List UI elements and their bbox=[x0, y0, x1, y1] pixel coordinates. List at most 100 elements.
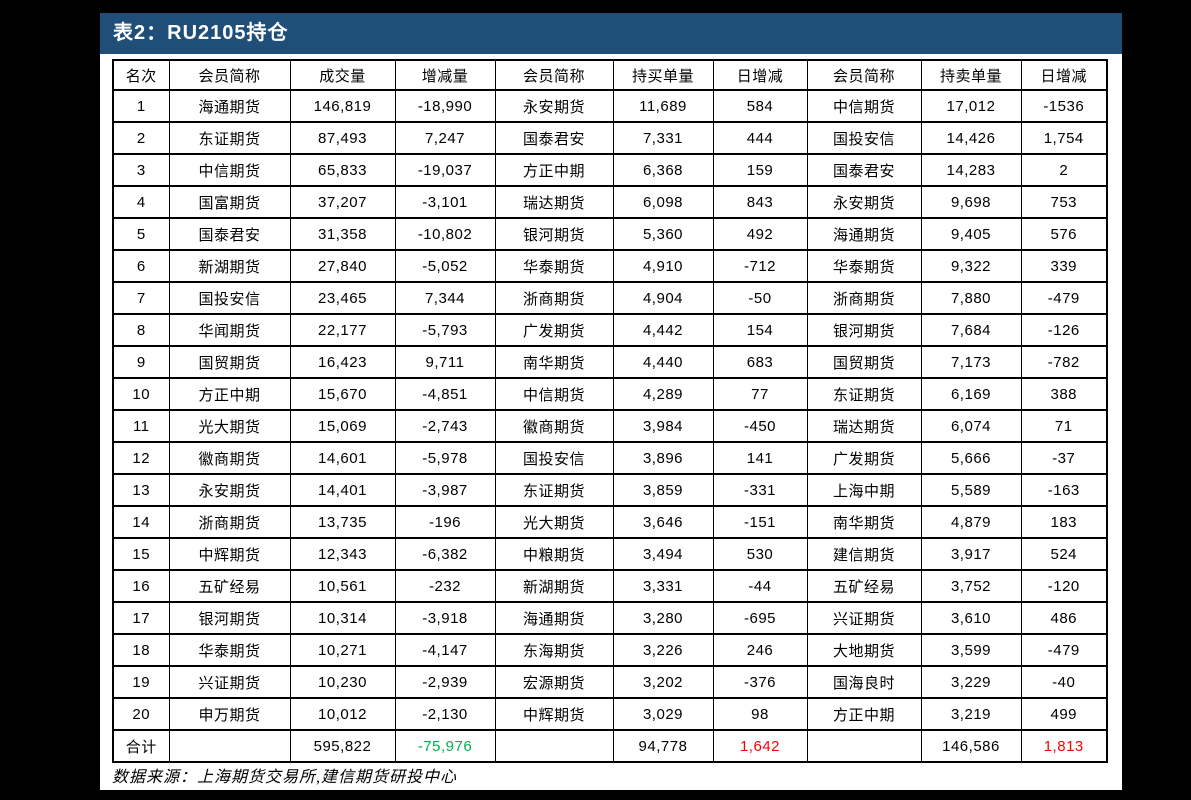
table-row: 6 新湖期货 27,840 -5,052 华泰期货 4,910 -712 华泰期货 9,322 3… bbox=[112, 249, 1108, 283]
table-cell: 499 bbox=[1020, 697, 1108, 731]
table-cell: -2,130 bbox=[394, 697, 496, 731]
table-row: 10 方正中期 15,670 -4,851 中信期货 4,289 77 东证期货 6,169 38… bbox=[112, 377, 1108, 411]
table-cell: 国贸期货 bbox=[168, 345, 291, 379]
table-cell: 广发期货 bbox=[806, 441, 922, 475]
table-cell: -40 bbox=[1020, 665, 1108, 699]
table-cell: 65,833 bbox=[289, 153, 396, 187]
table-row: 11 光大期货 15,069 -2,743 徽商期货 3,984 -450 瑞达期货 6,074… bbox=[112, 409, 1108, 443]
table-cell: 国泰君安 bbox=[806, 153, 922, 187]
table-cell: 9,405 bbox=[920, 217, 1022, 251]
table-cell: 国海良时 bbox=[806, 665, 922, 699]
table-cell: 3,029 bbox=[612, 697, 714, 731]
table-cell: -18,990 bbox=[394, 89, 496, 123]
table-cell: 国贸期货 bbox=[806, 345, 922, 379]
table-cell: 7,344 bbox=[394, 281, 496, 315]
column-header: 会员简称 bbox=[168, 59, 291, 91]
table-cell: 光大期货 bbox=[494, 505, 614, 539]
table-cell: 中信期货 bbox=[806, 89, 922, 123]
table-cell: -376 bbox=[712, 665, 808, 699]
table-cell: 新湖期货 bbox=[168, 249, 291, 283]
table-cell: 10 bbox=[112, 377, 170, 411]
total-cell bbox=[806, 729, 922, 763]
table-header-row: 名次 会员简称 成交量 增减量 会员简称 持买单量 日增减 会员简称 持卖单量 日增减 bbox=[112, 59, 1108, 91]
table-cell: 14,426 bbox=[920, 121, 1022, 155]
table-cell: 15 bbox=[112, 537, 170, 571]
table-cell: 3,896 bbox=[612, 441, 714, 475]
table-cell: 10,012 bbox=[289, 697, 396, 731]
table-cell: -10,802 bbox=[394, 217, 496, 251]
table-cell: -5,978 bbox=[394, 441, 496, 475]
table-cell: 683 bbox=[712, 345, 808, 379]
table-cell: 3,859 bbox=[612, 473, 714, 507]
table-row: 4 国富期货 37,207 -3,101 瑞达期货 6,098 843 永安期货 9,698 75… bbox=[112, 185, 1108, 219]
column-header: 会员简称 bbox=[806, 59, 922, 91]
table-cell: 10,561 bbox=[289, 569, 396, 603]
table-cell: 海通期货 bbox=[168, 89, 291, 123]
table-cell: 7 bbox=[112, 281, 170, 315]
table-cell: 492 bbox=[712, 217, 808, 251]
column-header: 名次 bbox=[112, 59, 170, 91]
table-cell: 上海中期 bbox=[806, 473, 922, 507]
table-row: 19 兴证期货 10,230 -2,939 宏源期货 3,202 -376 国海良时 3,229… bbox=[112, 665, 1108, 699]
table-cell: -4,147 bbox=[394, 633, 496, 667]
total-row: 合计 595,822 -75,976 94,778 1,642 146,586 1,813 bbox=[112, 729, 1108, 763]
total-cell: 94,778 bbox=[612, 729, 714, 763]
table-cell: -232 bbox=[394, 569, 496, 603]
table-cell: 永安期货 bbox=[494, 89, 614, 123]
table-cell: 4,904 bbox=[612, 281, 714, 315]
table-cell: 南华期货 bbox=[494, 345, 614, 379]
table-cell: 广发期货 bbox=[494, 313, 614, 347]
table-cell: 3,984 bbox=[612, 409, 714, 443]
table-row: 1 海通期货 146,819 -18,990 永安期货 11,689 584 中信期货 17,0… bbox=[112, 89, 1108, 123]
table-cell: 7,331 bbox=[612, 121, 714, 155]
table-cell: 22,177 bbox=[289, 313, 396, 347]
table-cell: -479 bbox=[1020, 281, 1108, 315]
table-cell: 4 bbox=[112, 185, 170, 219]
table-cell: 方正中期 bbox=[494, 153, 614, 187]
table-cell: 华泰期货 bbox=[806, 249, 922, 283]
table-cell: 5,666 bbox=[920, 441, 1022, 475]
table-row: 8 华闻期货 22,177 -5,793 广发期货 4,442 154 银河期货 7,684 -1… bbox=[112, 313, 1108, 347]
table-cell: 10,314 bbox=[289, 601, 396, 635]
table-cell: 浙商期货 bbox=[168, 505, 291, 539]
table-cell: 6,098 bbox=[612, 185, 714, 219]
table-row: 13 永安期货 14,401 -3,987 东证期货 3,859 -331 上海中期 5,589… bbox=[112, 473, 1108, 507]
table-cell: 9,322 bbox=[920, 249, 1022, 283]
table-row: 15 中辉期货 12,343 -6,382 中粮期货 3,494 530 建信期货 3,917 5… bbox=[112, 537, 1108, 571]
table-cell: 17 bbox=[112, 601, 170, 635]
table-cell: 141 bbox=[712, 441, 808, 475]
table-cell: 98 bbox=[712, 697, 808, 731]
table-cell: -695 bbox=[712, 601, 808, 635]
table-cell: 77 bbox=[712, 377, 808, 411]
table-cell: 6,169 bbox=[920, 377, 1022, 411]
table-cell: 国泰君安 bbox=[494, 121, 614, 155]
table-cell: 37,207 bbox=[289, 185, 396, 219]
table-cell: 五矿经易 bbox=[806, 569, 922, 603]
column-header: 成交量 bbox=[289, 59, 396, 91]
table-cell: 1,754 bbox=[1020, 121, 1108, 155]
table-cell: 3,229 bbox=[920, 665, 1022, 699]
table-cell: 新湖期货 bbox=[494, 569, 614, 603]
table-cell: 3,610 bbox=[920, 601, 1022, 635]
table-row: 14 浙商期货 13,735 -196 光大期货 3,646 -151 南华期货 4,879 18… bbox=[112, 505, 1108, 539]
table-cell: 3,752 bbox=[920, 569, 1022, 603]
table-cell: 486 bbox=[1020, 601, 1108, 635]
table-cell: 国投安信 bbox=[168, 281, 291, 315]
table-cell: 10,271 bbox=[289, 633, 396, 667]
table-row: 12 徽商期货 14,601 -5,978 国投安信 3,896 141 广发期货 5,666-… bbox=[112, 441, 1108, 475]
table-cell: 4,910 bbox=[612, 249, 714, 283]
table-cell: 71 bbox=[1020, 409, 1108, 443]
table-cell: 银河期货 bbox=[806, 313, 922, 347]
table-cell: -19,037 bbox=[394, 153, 496, 187]
table-cell: -5,052 bbox=[394, 249, 496, 283]
table-cell: 18 bbox=[112, 633, 170, 667]
table-row: 16 五矿经易 10,561 -232 新湖期货 3,331 -44 五矿经易 3,752 -12… bbox=[112, 569, 1108, 603]
table-cell: 海通期货 bbox=[494, 601, 614, 635]
table-cell: -782 bbox=[1020, 345, 1108, 379]
table-cell: 87,493 bbox=[289, 121, 396, 155]
table-cell: 永安期货 bbox=[806, 185, 922, 219]
data-source-note: 数据来源：上海期货交易所,建信期货研投中心 bbox=[112, 769, 458, 786]
table-cell: 1 bbox=[112, 89, 170, 123]
column-header: 日增减 bbox=[712, 59, 808, 91]
table-cell: 6 bbox=[112, 249, 170, 283]
